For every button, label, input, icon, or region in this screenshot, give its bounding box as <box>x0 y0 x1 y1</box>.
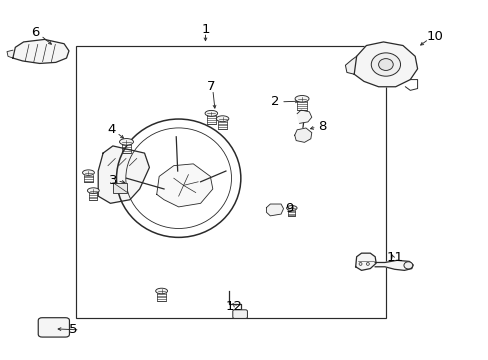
Ellipse shape <box>216 116 228 122</box>
FancyBboxPatch shape <box>38 318 69 337</box>
Text: 8: 8 <box>318 120 326 133</box>
Text: 1: 1 <box>201 23 209 36</box>
Text: 11: 11 <box>386 251 403 264</box>
Text: 3: 3 <box>108 174 117 186</box>
Ellipse shape <box>358 262 361 265</box>
Bar <box>113 183 127 193</box>
Text: 9: 9 <box>285 202 293 215</box>
Polygon shape <box>266 204 283 216</box>
Text: 6: 6 <box>32 27 40 40</box>
Polygon shape <box>345 56 356 74</box>
Ellipse shape <box>204 111 217 116</box>
Ellipse shape <box>286 206 296 211</box>
FancyBboxPatch shape <box>232 310 247 319</box>
Ellipse shape <box>294 95 308 102</box>
Ellipse shape <box>378 59 392 71</box>
Polygon shape <box>13 40 69 63</box>
Ellipse shape <box>82 170 94 175</box>
Ellipse shape <box>119 139 133 145</box>
Polygon shape <box>294 128 311 142</box>
Ellipse shape <box>155 288 167 294</box>
Text: 7: 7 <box>207 80 215 93</box>
Polygon shape <box>98 146 149 203</box>
Polygon shape <box>157 164 212 207</box>
Text: 2: 2 <box>270 95 279 108</box>
Ellipse shape <box>366 262 368 265</box>
Text: 4: 4 <box>107 123 116 136</box>
Text: 5: 5 <box>68 323 77 336</box>
Polygon shape <box>297 110 311 123</box>
Polygon shape <box>355 253 375 270</box>
Polygon shape <box>7 50 13 58</box>
Ellipse shape <box>370 53 400 76</box>
Ellipse shape <box>403 262 412 269</box>
Bar <box>76 45 385 318</box>
Ellipse shape <box>87 188 99 193</box>
Polygon shape <box>374 260 412 270</box>
Polygon shape <box>353 42 417 87</box>
Text: 12: 12 <box>225 300 242 313</box>
Text: 10: 10 <box>426 30 442 43</box>
